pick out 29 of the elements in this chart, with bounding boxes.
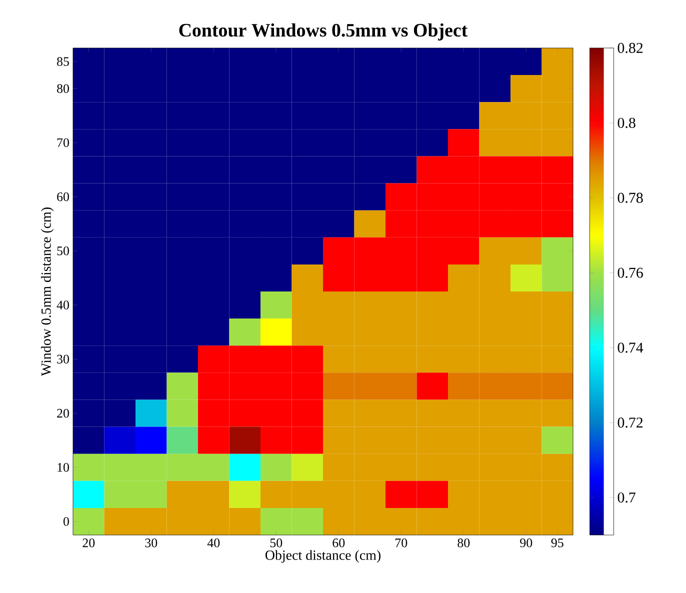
color-bar-label: 0.7 — [618, 492, 636, 503]
y-tick-label: 85 — [57, 57, 69, 66]
x-tick-label: 30 — [145, 538, 158, 548]
y-tick-label: 70 — [57, 138, 69, 148]
x-axis-title: Object distance (cm) — [265, 550, 380, 563]
y-tick-label: 20 — [57, 408, 69, 418]
color-bar-label: 0.74 — [618, 342, 644, 353]
y-tick-label: 60 — [57, 192, 69, 202]
color-bar-label: 0.78 — [618, 192, 643, 203]
y-tick-label: 40 — [56, 300, 69, 310]
color-bar-label: 0.72 — [618, 418, 643, 428]
y-tick-label: 30 — [57, 354, 69, 364]
x-tick-label: 70 — [396, 538, 408, 548]
y-tick-label: 80 — [57, 84, 69, 93]
x-tick-label: 80 — [458, 538, 470, 548]
x-tick-label: 50 — [270, 538, 282, 548]
color-bar-label: 0.76 — [618, 268, 643, 278]
y-tick-label: 10 — [58, 462, 69, 472]
x-tick-label: 40 — [207, 538, 220, 548]
y-tick-label: 0 — [64, 517, 69, 526]
color-bar-label: 0.82 — [618, 42, 643, 54]
x-tick-label: 60 — [332, 538, 345, 548]
y-axis-title: Window 0.5mm distance (cm) — [41, 208, 54, 376]
x-tick-label: 20 — [82, 538, 95, 548]
x-tick-label: 90 — [520, 538, 532, 548]
color-bar-label: 0.8 — [618, 118, 636, 128]
x-tick-label: 95 — [551, 538, 564, 548]
y-tick-label: 50 — [57, 246, 69, 256]
chart-title: Contour Windows 0.5mm vs Object — [179, 23, 468, 40]
